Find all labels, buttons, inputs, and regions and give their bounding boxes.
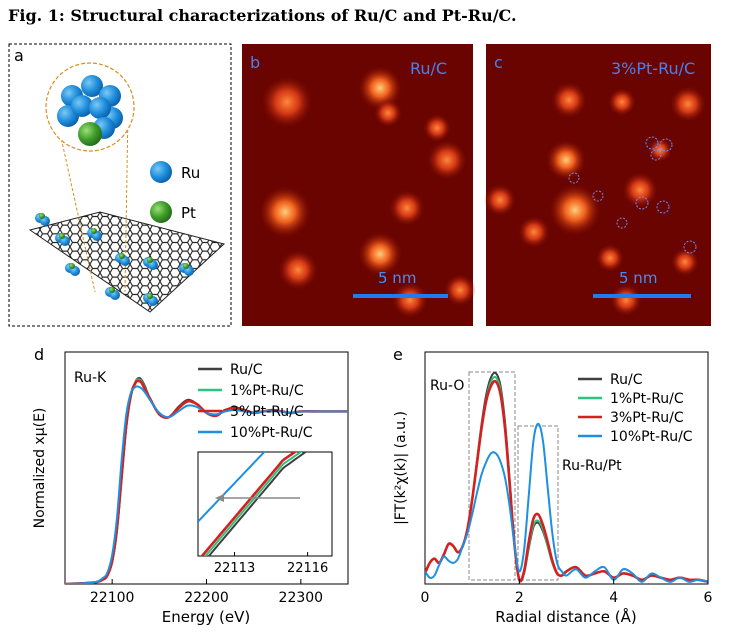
- panel-e-legend-label-3pctpt-ru-c: 3%Pt-Ru/C: [610, 410, 684, 426]
- panel-d-chart: d Ru-K 22100 22200 22300 Energy (eV) Norma…: [32, 345, 349, 626]
- panel-b-scale-label: 5 nm: [378, 269, 416, 287]
- panel-d-series-3pctpt-ru-c: [65, 379, 348, 584]
- panel-e-legend-label-10pctpt-ru-c: 10%Pt-Ru/C: [610, 429, 693, 445]
- panel-e-letter: e: [393, 345, 403, 364]
- panel-e-legend-label-ru-c: Ru/C: [610, 372, 643, 388]
- panel-d-annotation: Ru-K: [74, 370, 107, 386]
- panel-d-ylabel: Normalized xμ(E): [32, 408, 48, 529]
- pt-atom-markers: [568, 136, 697, 254]
- panel-e-xtick-label: 0: [421, 590, 430, 606]
- panel-d-inset-series-3pctpt-ru-c: [200, 452, 298, 556]
- panel-b-label: Ru/C: [410, 59, 447, 78]
- panel-e-axes-frame: [424, 351, 709, 585]
- panel-d-inset-series-1pctpt-ru-c: [204, 452, 303, 556]
- panel-c-label: 3%Pt-Ru/C: [611, 59, 695, 78]
- panel-d-xtick-label: 22100: [90, 590, 135, 606]
- ru-pt-cluster-icon: [57, 75, 123, 146]
- ru-ru-region-box: [517, 425, 559, 581]
- panel-a: a: [8, 43, 232, 327]
- panel-d-legend-label-3pctpt-ru-c: 3%Pt-Ru/C: [230, 404, 304, 420]
- panel-c-micrograph: c 3%Pt-Ru/C 5 nm: [484, 44, 711, 326]
- ru-legend-icon: [150, 161, 172, 183]
- figure-title: Fig. 1: Structural characterizations of …: [8, 6, 517, 25]
- panel-a-letter: a: [14, 46, 24, 65]
- panel-b-scale-bar: [353, 294, 448, 298]
- panel-d-legend-label-10pctpt-ru-c: 10%Pt-Ru/C: [230, 425, 313, 441]
- panel-c-scale-bar: [593, 294, 691, 298]
- ru-legend-label: Ru: [181, 164, 200, 182]
- panel-d-xlabel: Energy (eV): [162, 608, 250, 626]
- panel-d-series-10pctpt-ru-c: [65, 385, 348, 584]
- panel-c-scale-label: 5 nm: [619, 269, 657, 287]
- panel-d-letter: d: [34, 345, 44, 364]
- panel-e-series-10pctpt-ru-c: [425, 422, 708, 583]
- panel-e-xtick-label: 2: [515, 590, 524, 606]
- panel-d-legend-label-ru-c: Ru/C: [230, 362, 263, 378]
- panel-e-xtick-label: 4: [609, 590, 618, 606]
- panel-d-legend-label-1pctpt-ru-c: 1%Pt-Ru/C: [230, 383, 304, 399]
- ru-o-region-box: [468, 371, 516, 581]
- panel-b-micrograph: b Ru/C 5 nm: [242, 44, 476, 326]
- pt-legend-icon: [150, 201, 172, 223]
- panel-d-inset-xtick-label: 22116: [287, 561, 328, 576]
- panel-e-chart: e Ru-O Ru-Ru/Pt 0 2 4 6 Radial distance (Å)…: [393, 345, 713, 626]
- panel-e-annotation-ru-o: Ru-O: [430, 378, 464, 394]
- panel-c-letter: c: [494, 53, 503, 72]
- panel-d-xtick-label: 22300: [279, 590, 324, 606]
- pt-legend-label: Pt: [181, 204, 196, 222]
- panel-d-inset-xtick-label: 22113: [214, 561, 255, 576]
- panel-e-annotation-ru-ru: Ru-Ru/Pt: [562, 458, 622, 474]
- panel-e-xlabel: Radial distance (Å): [495, 607, 636, 626]
- panel-d-xtick-label: 22200: [184, 590, 229, 606]
- panel-d-inset-series-ru-c: [207, 452, 308, 556]
- panel-e-ylabel: |FT(k²χ(k)| (a.u.): [393, 411, 409, 525]
- sheet-clusters: [35, 213, 194, 306]
- inset-arrow-icon: [215, 494, 300, 502]
- panel-e-xtick-label: 6: [704, 590, 713, 606]
- panel-e-legend-label-1pctpt-ru-c: 1%Pt-Ru/C: [610, 391, 684, 407]
- panel-e-series-1pctpt-ru-c: [425, 375, 708, 583]
- panel-b-letter: b: [250, 53, 260, 72]
